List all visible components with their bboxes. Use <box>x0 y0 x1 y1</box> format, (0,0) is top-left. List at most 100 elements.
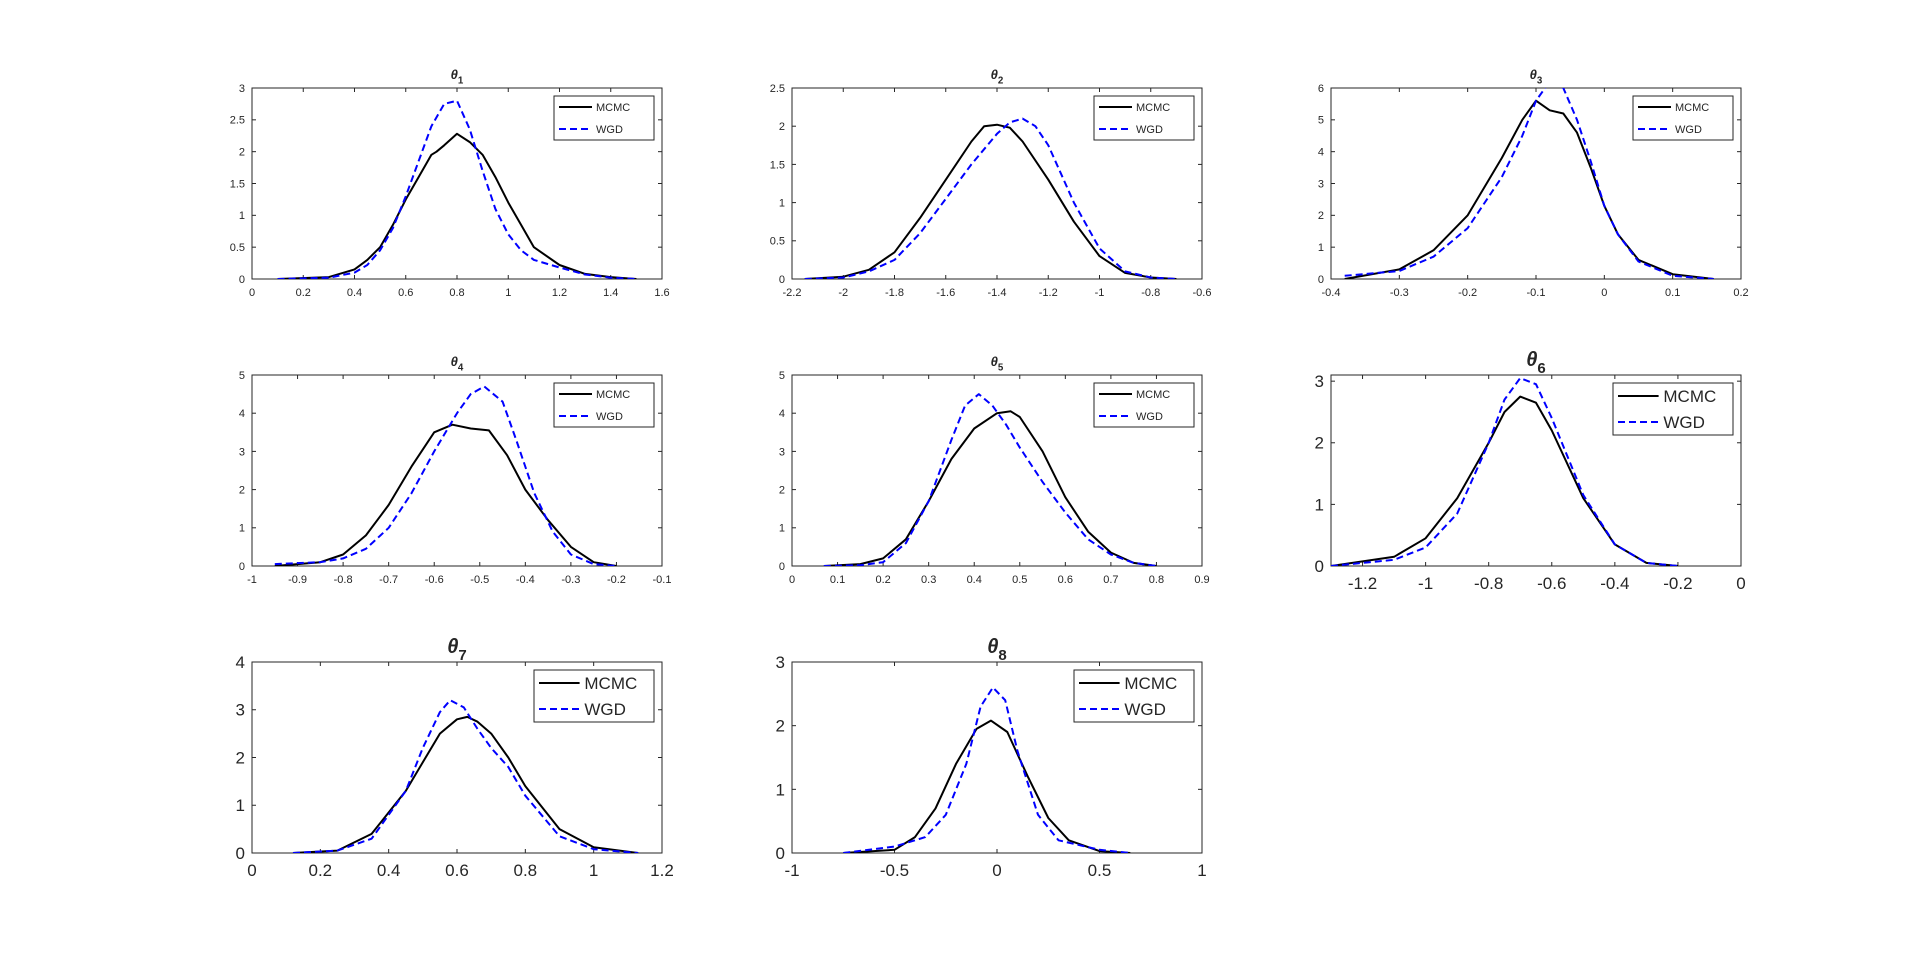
x-tick-label: -0.2 <box>607 574 626 586</box>
legend-box <box>1093 95 1195 141</box>
y-tick-label: 4 <box>779 408 785 420</box>
panel-title: θ7 <box>447 636 467 664</box>
panel-title: θ6 <box>1526 349 1546 377</box>
legend-label-mcmc: MCMC <box>596 389 630 401</box>
series-mcmc-line <box>292 715 639 853</box>
x-tick-label: -0.1 <box>653 574 672 586</box>
y-tick-label: 0.5 <box>770 236 785 248</box>
x-tick-label: -0.2 <box>1458 287 1477 299</box>
x-tick-label: 1.2 <box>650 861 674 880</box>
legend-label-mcmc: MCMC <box>1124 674 1177 693</box>
legend: MCMC WGD <box>553 95 655 141</box>
x-tick-label: -2 <box>838 287 848 299</box>
x-tick-label: 0 <box>1601 287 1607 299</box>
legend-box <box>533 669 655 723</box>
y-tick-label: 3 <box>779 446 785 458</box>
subplot-6: -1.2 -1 -0.8 -0.6 -0.4 -0.2 0 0 1 2 3 θ6 MCMC WGD <box>1315 349 1746 593</box>
series-mcmc-line <box>843 719 1131 853</box>
y-tick-label: 0 <box>779 274 785 286</box>
x-tick-label: -0.6 <box>425 574 444 586</box>
x-tick-label: 0.7 <box>1103 574 1118 586</box>
x-tick-label: 0 <box>1736 574 1745 593</box>
title-subscript: 8 <box>998 647 1006 664</box>
y-tick-label: 1 <box>779 523 785 535</box>
x-tick-label: 1.2 <box>552 287 567 299</box>
series-wgd-line <box>843 686 1131 853</box>
y-tick-label: 3 <box>239 446 245 458</box>
x-tick-label: -0.5 <box>470 574 489 586</box>
x-tick-label: -1 <box>1095 287 1105 299</box>
subplot-1: 0 0.2 0.4 0.6 0.8 1 1.2 1.4 1.600.511.522.53θ1MC… <box>230 67 670 299</box>
y-tick-label: 2 <box>236 748 245 767</box>
x-tick-label: 1 <box>1197 861 1206 880</box>
y-tick-label: 2 <box>1315 434 1324 453</box>
title-subscript: 4 <box>458 363 464 374</box>
legend-label-wgd: WGD <box>596 124 623 136</box>
title-subscript: 1 <box>458 76 464 87</box>
y-tick-label: 2 <box>779 121 785 133</box>
title-symbol: θ <box>991 67 998 82</box>
panel-title: θ8 <box>987 636 1007 664</box>
y-tick-label: 0 <box>776 844 785 863</box>
y-tick-label: 0.5 <box>230 242 245 254</box>
y-tick-label: 5 <box>239 370 245 382</box>
series-wgd-line <box>1344 88 1714 279</box>
x-tick-label: -1.4 <box>988 287 1007 299</box>
y-tick-label: 3 <box>239 83 245 95</box>
y-tick-label: 0 <box>779 561 785 573</box>
series-mcmc-line <box>804 123 1177 279</box>
series-wgd-line <box>1331 377 1678 566</box>
title-symbol: θ <box>1530 67 1537 82</box>
legend-label-wgd: WGD <box>1136 124 1163 136</box>
title-symbol: θ <box>987 636 998 658</box>
y-tick-label: 2 <box>779 484 785 496</box>
y-tick-label: 4 <box>236 653 245 672</box>
x-tick-label: 0.4 <box>377 861 401 880</box>
y-tick-label: 4 <box>239 408 245 420</box>
x-tick-label: 0.1 <box>830 574 845 586</box>
subplot-7: 0 0.2 0.4 0.6 0.8 1 1.2 0 1 2 3 4 θ7 MCMC WGD <box>236 636 674 880</box>
y-tick-label: 1 <box>1315 495 1324 514</box>
x-tick-label: -0.8 <box>334 574 353 586</box>
y-tick-label: 2 <box>239 484 245 496</box>
y-tick-label: 2.5 <box>230 115 245 127</box>
x-tick-label: 0.6 <box>398 287 413 299</box>
legend: MCMC WGD <box>1073 669 1195 723</box>
legend-label-wgd: WGD <box>596 411 623 423</box>
series-wgd-line <box>804 117 1177 279</box>
x-tick-label: -0.4 <box>516 574 535 586</box>
y-tick-label: 1 <box>776 780 785 799</box>
x-tick-label: -0.4 <box>1322 287 1341 299</box>
x-tick-label: 0 <box>247 861 256 880</box>
title-subscript: 3 <box>1537 76 1543 87</box>
x-tick-label: 0.8 <box>514 861 538 880</box>
x-tick-label: 0.5 <box>1088 861 1112 880</box>
y-tick-label: 2 <box>239 147 245 159</box>
x-tick-label: -0.3 <box>1390 287 1409 299</box>
x-tick-label: -0.6 <box>1537 574 1566 593</box>
x-tick-label: 0.3 <box>921 574 936 586</box>
x-tick-label: 0.8 <box>449 287 464 299</box>
x-tick-label: -0.9 <box>288 574 307 586</box>
y-tick-label: 3 <box>236 701 245 720</box>
y-tick-label: 1.5 <box>770 159 785 171</box>
legend-label-mcmc: MCMC <box>1136 102 1170 114</box>
x-tick-label: 0.9 <box>1194 574 1209 586</box>
x-tick-label: 0.2 <box>1733 287 1748 299</box>
title-subscript: 2 <box>998 76 1004 87</box>
legend-box <box>1632 95 1734 141</box>
panel-title: θ1 <box>451 67 464 87</box>
y-tick-label: 1 <box>236 796 245 815</box>
title-subscript: 5 <box>998 363 1004 374</box>
x-tick-label: 1.6 <box>654 287 669 299</box>
x-tick-label: 0.6 <box>445 861 469 880</box>
x-tick-label: -1 <box>247 574 257 586</box>
legend-box <box>1093 382 1195 428</box>
legend-label-wgd: WGD <box>1675 124 1702 136</box>
x-tick-label: -0.8 <box>1141 287 1160 299</box>
subplot-5: 0 0.1 0.2 0.3 0.4 0.5 0.6 0.7 0.8 0.9012345θ5MCMC… <box>779 354 1210 586</box>
x-tick-label: -1.6 <box>936 287 955 299</box>
x-tick-label: 0 <box>249 287 255 299</box>
x-tick-label: 0.4 <box>347 287 362 299</box>
